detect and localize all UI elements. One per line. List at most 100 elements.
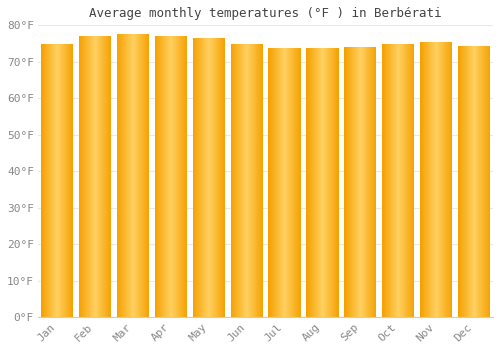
Bar	[366, 47, 367, 317]
Bar	[206, 38, 207, 317]
Bar	[427, 42, 428, 317]
Bar	[148, 34, 149, 317]
Bar	[387, 43, 388, 317]
Bar	[82, 35, 83, 317]
Bar	[421, 42, 422, 317]
Bar	[95, 35, 96, 317]
Bar	[219, 38, 220, 317]
Bar	[218, 38, 219, 317]
Bar	[245, 44, 246, 317]
Bar	[181, 36, 182, 317]
Bar	[205, 38, 206, 317]
Bar	[393, 43, 394, 317]
Bar	[210, 38, 211, 317]
Bar	[98, 35, 100, 317]
Bar	[130, 34, 132, 317]
Bar	[215, 38, 216, 317]
Bar	[425, 42, 426, 317]
Bar	[179, 36, 180, 317]
Bar	[353, 47, 354, 317]
Bar	[88, 35, 89, 317]
Bar	[224, 38, 225, 317]
Bar	[464, 46, 465, 317]
Bar	[465, 46, 466, 317]
Bar	[46, 43, 47, 317]
Bar	[125, 34, 126, 317]
Bar	[207, 38, 208, 317]
Bar	[147, 34, 148, 317]
Bar	[196, 38, 197, 317]
Bar	[109, 35, 110, 317]
Bar	[139, 34, 140, 317]
Bar	[448, 42, 449, 317]
Bar	[475, 46, 476, 317]
Bar	[276, 48, 277, 317]
Bar	[389, 43, 390, 317]
Bar	[403, 43, 404, 317]
Bar	[183, 36, 184, 317]
Bar	[248, 44, 249, 317]
Bar	[470, 46, 471, 317]
Bar	[235, 44, 236, 317]
Bar	[350, 47, 351, 317]
Bar	[396, 43, 397, 317]
Bar	[444, 42, 445, 317]
Bar	[256, 44, 257, 317]
Bar	[336, 48, 337, 317]
Bar	[374, 47, 375, 317]
Bar	[466, 46, 467, 317]
Bar	[89, 35, 90, 317]
Bar	[477, 46, 478, 317]
Bar	[123, 34, 124, 317]
Bar	[462, 46, 463, 317]
Bar	[173, 36, 174, 317]
Bar	[283, 48, 284, 317]
Bar	[445, 42, 446, 317]
Bar	[260, 44, 261, 317]
Bar	[172, 36, 173, 317]
Bar	[83, 35, 84, 317]
Bar	[138, 34, 139, 317]
Bar	[280, 48, 281, 317]
Bar	[161, 36, 162, 317]
Bar	[118, 34, 119, 317]
Bar	[479, 46, 480, 317]
Bar	[221, 38, 222, 317]
Bar	[86, 35, 87, 317]
Bar	[222, 38, 223, 317]
Bar	[158, 36, 159, 317]
Bar	[476, 46, 477, 317]
Bar	[90, 35, 91, 317]
Bar	[392, 43, 393, 317]
Bar	[309, 48, 310, 317]
Bar	[48, 43, 49, 317]
Bar	[313, 48, 314, 317]
Bar	[328, 48, 329, 317]
Bar	[433, 42, 434, 317]
Bar	[127, 34, 128, 317]
Bar	[461, 46, 462, 317]
Bar	[471, 46, 472, 317]
Bar	[100, 35, 101, 317]
Bar	[58, 43, 59, 317]
Bar	[345, 47, 346, 317]
Bar	[261, 44, 262, 317]
Bar	[255, 44, 256, 317]
Bar	[299, 48, 300, 317]
Bar	[80, 35, 81, 317]
Bar	[199, 38, 200, 317]
Bar	[64, 43, 65, 317]
Bar	[423, 42, 424, 317]
Bar	[44, 43, 46, 317]
Bar	[382, 43, 383, 317]
Bar	[422, 42, 423, 317]
Bar	[119, 34, 120, 317]
Bar	[259, 44, 260, 317]
Bar	[436, 42, 438, 317]
Bar	[429, 42, 430, 317]
Bar	[258, 44, 259, 317]
Bar	[484, 46, 485, 317]
Bar	[329, 48, 330, 317]
Bar	[486, 46, 487, 317]
Bar	[243, 44, 244, 317]
